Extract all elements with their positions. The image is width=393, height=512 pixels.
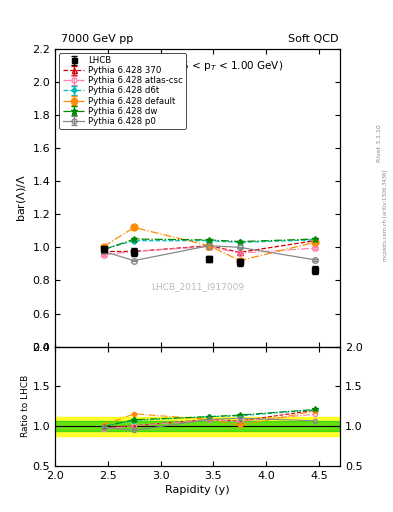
- Text: 7000 GeV pp: 7000 GeV pp: [61, 33, 133, 44]
- Text: Rivet 3.1.10: Rivet 3.1.10: [377, 124, 382, 162]
- Y-axis label: Ratio to LHCB: Ratio to LHCB: [20, 375, 29, 437]
- Legend: LHCB, Pythia 6.428 370, Pythia 6.428 atlas-csc, Pythia 6.428 d6t, Pythia 6.428 d: LHCB, Pythia 6.428 370, Pythia 6.428 atl…: [59, 53, 186, 129]
- Y-axis label: bar($\Lambda$)/$\Lambda$: bar($\Lambda$)/$\Lambda$: [15, 174, 28, 222]
- Text: $\bar{\Lambda}/\Lambda$ vs |y|(0.65 < p$_{T}$ < 1.00 GeV): $\bar{\Lambda}/\Lambda$ vs |y|(0.65 < p$…: [112, 57, 283, 74]
- X-axis label: Rapidity (y): Rapidity (y): [165, 485, 230, 495]
- Text: mcplots.cern.ch [arXiv:1306.3436]: mcplots.cern.ch [arXiv:1306.3436]: [384, 169, 388, 261]
- Text: LHCB_2011_I917009: LHCB_2011_I917009: [151, 283, 244, 292]
- Text: Soft QCD: Soft QCD: [288, 33, 339, 44]
